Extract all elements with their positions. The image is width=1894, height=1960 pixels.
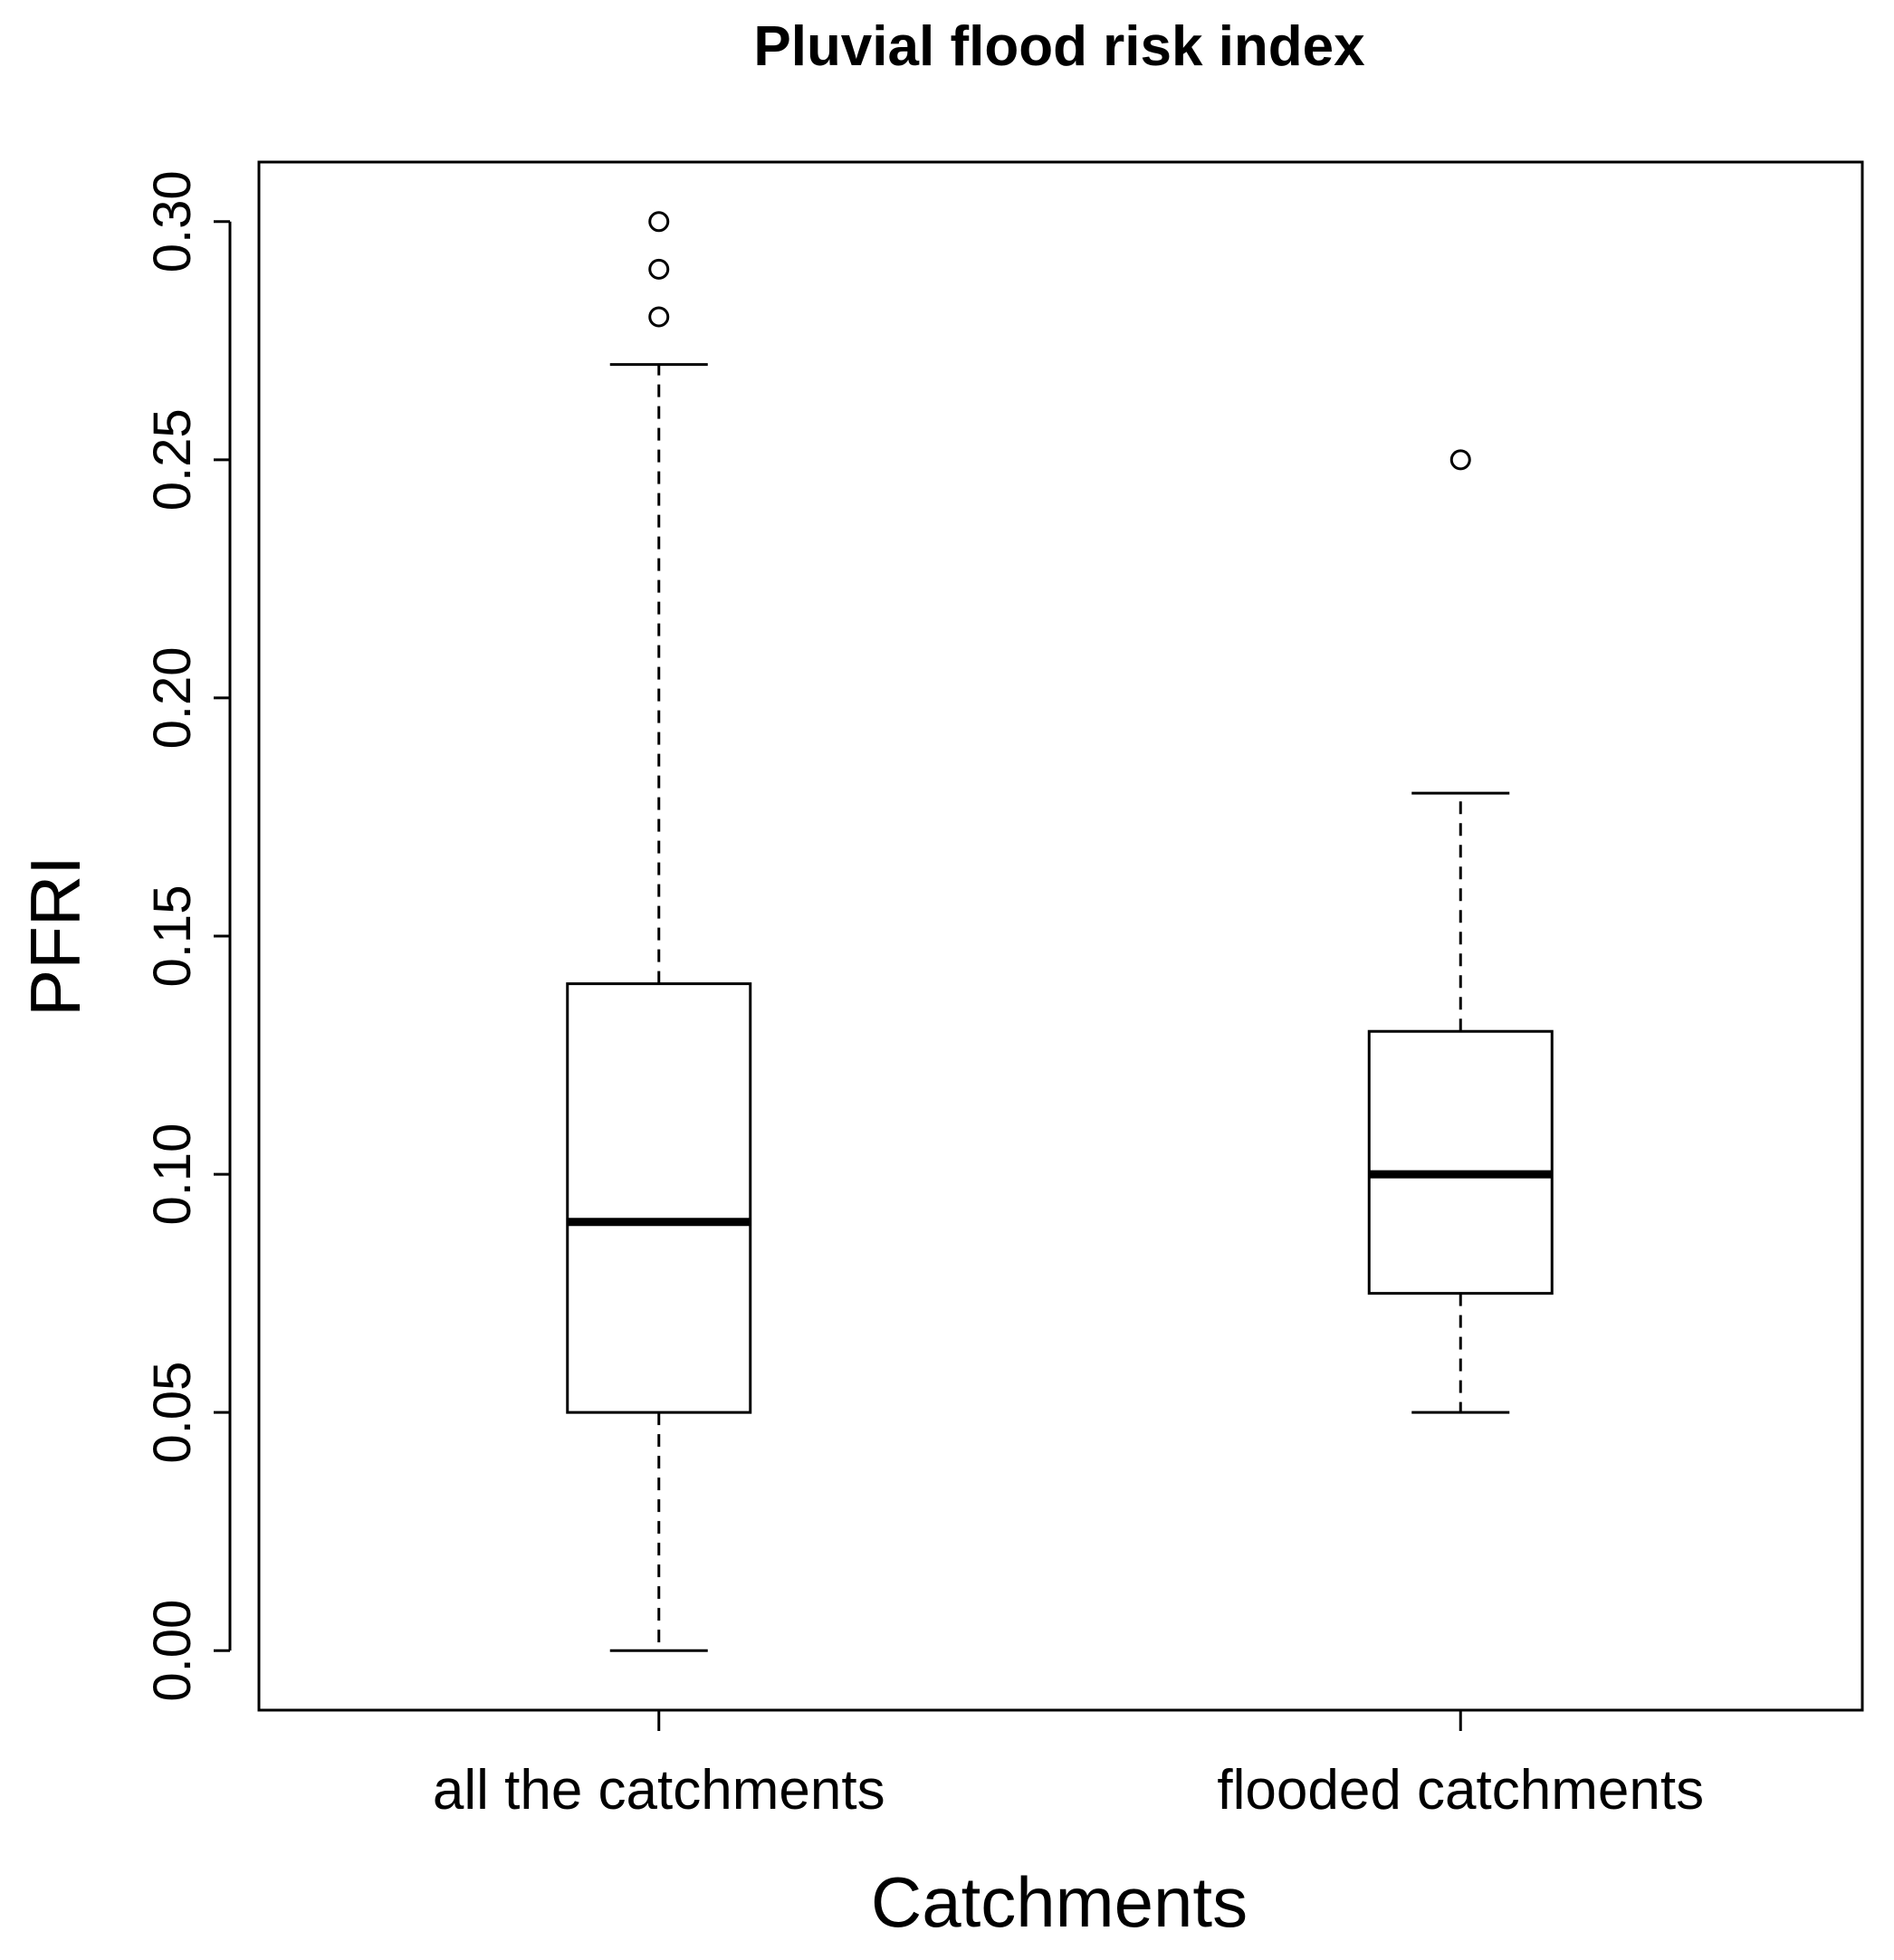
plot-frame (257, 160, 1864, 1712)
x-axis: all the catchments flooded catchments (433, 1710, 1704, 1821)
y-tick-label: 0.10 (143, 1123, 202, 1226)
box-group (566, 211, 752, 1652)
outlier-point (648, 306, 670, 328)
outlier-point (1449, 449, 1471, 471)
iqr-box (1367, 1029, 1554, 1296)
y-tick-label: 0.15 (143, 885, 202, 988)
y-tick-label: 0.30 (143, 170, 202, 272)
y-tick-label: 0.25 (143, 408, 202, 511)
iqr-box (566, 982, 752, 1414)
box-group (1367, 449, 1554, 1414)
y-axis: 0.00 0.05 0.10 0.15 0.20 0.25 0.30 (143, 170, 232, 1702)
outlier-point (648, 211, 670, 233)
x-category-label: flooded catchments (1217, 1759, 1704, 1821)
boxes-layer (566, 211, 1554, 1652)
y-tick-label: 0.05 (143, 1362, 202, 1464)
outlier-point (648, 258, 670, 280)
x-category-label: all the catchments (433, 1759, 885, 1821)
chart-title: Pluvial flood risk index (753, 15, 1365, 78)
y-axis-title: PFRI (15, 856, 95, 1017)
y-tick-label: 0.20 (143, 646, 202, 749)
x-axis-title: Catchments (871, 1862, 1248, 1942)
y-tick-label: 0.00 (143, 1600, 202, 1702)
